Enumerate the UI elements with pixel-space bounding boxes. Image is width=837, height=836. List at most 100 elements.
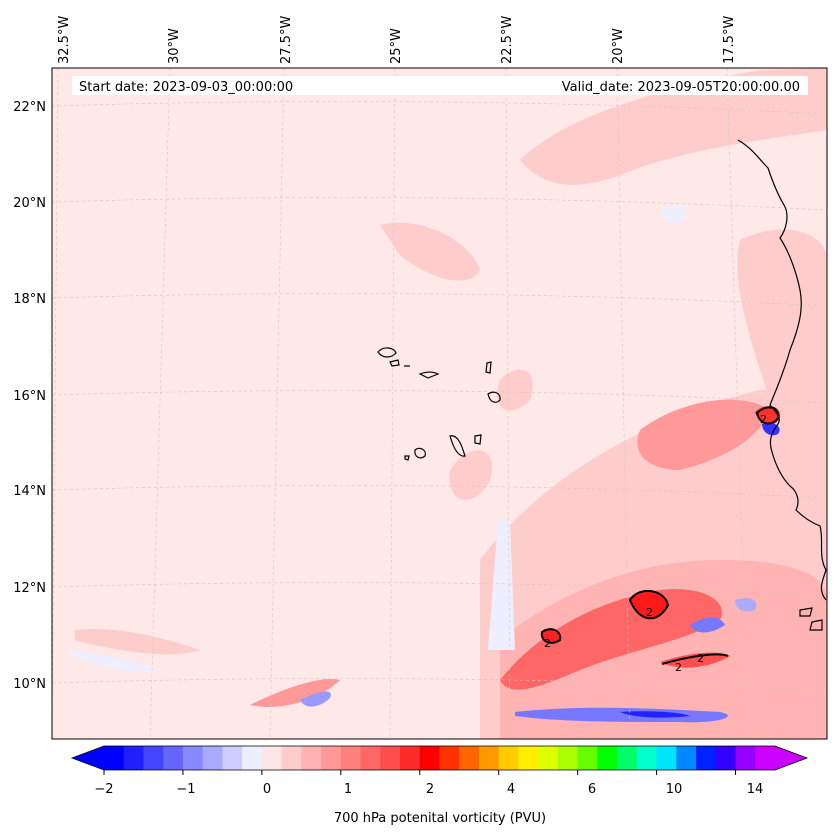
colorbar-cell [222, 746, 243, 770]
map-panel: 2 2 2 2 2 Start date: 2023-09-03_00:00:0… [51, 67, 828, 740]
grid-lon-250 [389, 68, 396, 739]
grid-lat-22 [52, 101, 827, 115]
grid-lon-200 [616, 68, 631, 739]
lon-tick: 25°W [389, 28, 404, 64]
lon-tick: 17.5°W [722, 16, 737, 64]
contour-label-coast: 2 [760, 413, 767, 426]
colorbar: −2 −1 0 1 2 4 6 10 14 700 hPa potenital … [70, 745, 809, 826]
colorbar-cell [340, 746, 362, 770]
colorbar-cell [143, 746, 164, 770]
lon-tick-labels: 32.5°W 30°W 27.5°W 25°W 22.5°W 20°W 17.5… [57, 16, 737, 64]
lat-tick: 14°N [13, 484, 46, 499]
colorbar-cell [281, 746, 302, 770]
pv-field [70, 68, 827, 739]
valid-date: Valid_date: 2023-09-05T20:00:00.00 [562, 80, 800, 95]
colorbar-cell [321, 746, 342, 770]
guinea-islands [799, 607, 823, 631]
pv-streak-1 [497, 369, 533, 411]
island-santiago [449, 435, 466, 457]
grid-lon-275 [269, 68, 285, 739]
cb-tick-label: 1 [344, 782, 352, 797]
pv-band-north [520, 68, 827, 185]
pv-blue-coast [762, 422, 780, 436]
colorbar-ticks [103, 770, 737, 775]
colorbar-cell [301, 746, 322, 770]
pv-blue-east [735, 598, 757, 612]
colorbar-cell [498, 746, 520, 770]
map-frame [51, 67, 828, 740]
pv-blue-core-south [620, 711, 690, 718]
colorbar-cell [755, 746, 776, 770]
pv-streak-west-1 [75, 629, 200, 655]
pv-blue-wedge [488, 520, 515, 650]
pv-blue-streak-mid [300, 691, 331, 707]
colorbar-cell [400, 746, 421, 770]
colorbar-cell [597, 746, 618, 770]
pv-blue-west [70, 650, 160, 672]
colorbar-title: 700 hPa potenital vorticity (PVU) [334, 811, 546, 826]
colorbar-cell [715, 746, 737, 770]
contour-label-main: 2 [646, 606, 653, 619]
colorbar-cell [676, 746, 697, 770]
pv-streak-2 [449, 450, 492, 500]
colorbar-cell [696, 746, 717, 770]
contour-main [628, 590, 670, 620]
grid-lat-14 [52, 485, 827, 499]
island-sao-vicente [389, 359, 400, 367]
pv-contours [540, 406, 780, 665]
colorbar-cell [419, 746, 441, 770]
header-box [72, 76, 808, 95]
grid-lat-20 [52, 197, 827, 211]
colorbar-cell [459, 746, 480, 770]
island-fogo [414, 447, 426, 459]
colorbar-cell [182, 746, 204, 770]
colorbar-cell [242, 746, 263, 770]
island-sal [485, 361, 492, 374]
colorbar-cell [123, 746, 145, 770]
lat-tick: 12°N [13, 581, 46, 596]
contour-label-east-1: 2 [675, 661, 682, 674]
pv-blue-band-south [515, 707, 728, 723]
colorbar-cell [735, 746, 756, 770]
lat-tick: 18°N [13, 292, 46, 307]
grid-lat-12 [52, 582, 827, 596]
grid-lat-18 [52, 293, 827, 307]
cb-tick-label: 4 [507, 782, 515, 797]
grid-lat-16 [52, 390, 827, 404]
lon-tick: 30°W [167, 28, 182, 64]
grid-lon-325 [52, 68, 59, 739]
colorbar-cell [617, 746, 638, 770]
island-santo-antao [377, 347, 397, 358]
pv-patch-north [380, 222, 480, 281]
colorbar-cell [380, 746, 401, 770]
colorbar-cell [557, 746, 579, 770]
cb-tick-label: 2 [426, 782, 434, 797]
pv-core-main [630, 590, 668, 619]
colorbar-tick-labels: −2 −1 0 1 2 4 6 10 14 [94, 782, 763, 797]
pv-streak-west-2 [250, 679, 340, 708]
colorbar-cell [656, 746, 677, 770]
lon-tick: 22.5°W [500, 16, 515, 64]
colorbar-cell [577, 746, 598, 770]
pv-streak-east [660, 652, 730, 668]
graticule [52, 68, 827, 739]
colorbar-cell [261, 746, 283, 770]
colorbar-extend-min [72, 746, 104, 770]
island-brava [404, 455, 410, 461]
lat-tick: 10°N [13, 677, 46, 692]
colorbar-cell [202, 746, 224, 770]
grid-lon-225 [505, 68, 511, 739]
colorbar-cell [360, 746, 381, 770]
contour-label-small: 2 [544, 637, 551, 650]
grid-lon-175 [726, 68, 749, 739]
lat-tick: 20°N [13, 196, 46, 211]
pv-core-small [541, 629, 561, 643]
cb-tick-label: 10 [666, 782, 683, 797]
lon-tick: 32.5°W [57, 16, 72, 64]
colorbar-cell [636, 746, 658, 770]
cb-tick-label: −2 [94, 782, 113, 797]
grid-lon-300 [149, 68, 171, 739]
cb-tick-label: 0 [263, 782, 271, 797]
cb-tick-label: 14 [747, 782, 764, 797]
